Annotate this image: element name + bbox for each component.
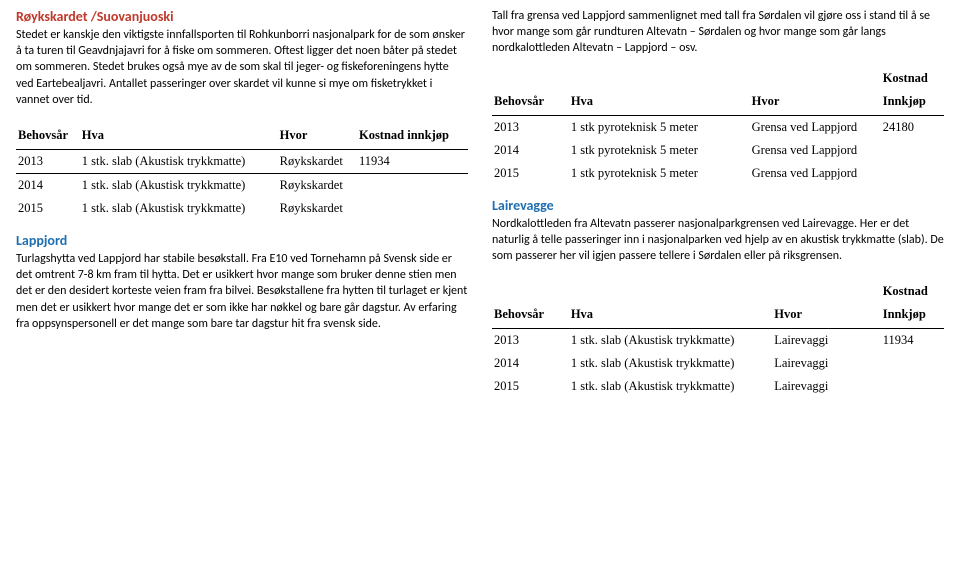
- cell: 2015: [16, 197, 80, 220]
- th-hvor: Hvor: [278, 124, 357, 150]
- table-lairevagge: Behovsår Hva Hvor Kostnad Innkjøp 2013 1…: [492, 280, 944, 398]
- para-lappjord-continued: Tall fra grensa ved Lappjord sammenligne…: [492, 8, 944, 57]
- para-lappjord: Turlagshytta ved Lappjord har stabile be…: [16, 251, 468, 332]
- cell: 1 stk pyroteknisk 5 meter: [569, 139, 750, 162]
- table-row: 2013 1 stk. slab (Akustisk trykkmatte) L…: [492, 329, 944, 353]
- cell: 2014: [492, 352, 569, 375]
- heading-lappjord: Lappjord: [16, 232, 468, 249]
- cell: 1 stk. slab (Akustisk trykkmatte): [569, 352, 772, 375]
- para-roykskardet: Stedet er kanskje den viktigste innfalls…: [16, 27, 468, 108]
- cell: 24180: [881, 115, 944, 139]
- th-hva: Hva: [569, 67, 750, 116]
- cell: Lairevaggi: [772, 329, 880, 353]
- table-lappjord: Behovsår Hva Hvor Kostnad Innkjøp 2013 1…: [492, 67, 944, 185]
- th-kostnad: Kostnad Innkjøp: [881, 280, 944, 329]
- th-kostnad-sub: Innkjøp: [883, 94, 942, 109]
- cell: [881, 352, 944, 375]
- cell: Lairevaggi: [772, 352, 880, 375]
- cell: [881, 375, 944, 398]
- para-lairevagge: Nordkalottleden fra Altevatn passerer na…: [492, 216, 944, 265]
- th-kostnad: Kostnad Innkjøp: [881, 67, 944, 116]
- heading-lairevagge: Lairevagge: [492, 197, 944, 214]
- cell: 2014: [492, 139, 569, 162]
- th-hva: Hva: [569, 280, 772, 329]
- cell: 1 stk pyroteknisk 5 meter: [569, 162, 750, 185]
- cell: [357, 173, 468, 197]
- cell: 2013: [492, 329, 569, 353]
- th-hvor: Hvor: [750, 67, 881, 116]
- table-header-row: Behovsår Hva Hvor Kostnad innkjøp: [16, 124, 468, 150]
- table-row: 2014 1 stk pyroteknisk 5 meter Grensa ve…: [492, 139, 944, 162]
- cell: 1 stk pyroteknisk 5 meter: [569, 115, 750, 139]
- th-kostnad-label: Kostnad: [883, 71, 928, 85]
- cell: Lairevaggi: [772, 375, 880, 398]
- cell: 2015: [492, 375, 569, 398]
- th-hvor: Hvor: [772, 280, 880, 329]
- cell: Røykskardet: [278, 173, 357, 197]
- th-kostnad-sub: Innkjøp: [883, 307, 942, 322]
- left-column: Røykskardet /Suovanjuoski Stedet er kans…: [16, 8, 468, 578]
- cell: 11934: [357, 149, 468, 173]
- table-row: 2015 1 stk. slab (Akustisk trykkmatte) R…: [16, 197, 468, 220]
- cell: 2013: [16, 149, 80, 173]
- table-header-row: Behovsår Hva Hvor Kostnad Innkjøp: [492, 280, 944, 329]
- th-kostnad: Kostnad innkjøp: [357, 124, 468, 150]
- th-behovsar: Behovsår: [16, 124, 80, 150]
- cell: Røykskardet: [278, 149, 357, 173]
- cell: 1 stk. slab (Akustisk trykkmatte): [80, 173, 278, 197]
- cell: [881, 162, 944, 185]
- th-behovsar: Behovsår: [492, 67, 569, 116]
- cell: Grensa ved Lappjord: [750, 162, 881, 185]
- cell: [881, 139, 944, 162]
- cell: 1 stk. slab (Akustisk trykkmatte): [569, 375, 772, 398]
- th-kostnad-label: Kostnad: [883, 284, 928, 298]
- table-roykskardet: Behovsår Hva Hvor Kostnad innkjøp 2013 1…: [16, 124, 468, 220]
- table-header-row: Behovsår Hva Hvor Kostnad Innkjøp: [492, 67, 944, 116]
- table-row: 2014 1 stk. slab (Akustisk trykkmatte) R…: [16, 173, 468, 197]
- cell: 1 stk. slab (Akustisk trykkmatte): [80, 149, 278, 173]
- cell: Grensa ved Lappjord: [750, 115, 881, 139]
- cell: Grensa ved Lappjord: [750, 139, 881, 162]
- table-row: 2014 1 stk. slab (Akustisk trykkmatte) L…: [492, 352, 944, 375]
- heading-roykskardet: Røykskardet /Suovanjuoski: [16, 8, 468, 25]
- cell: 1 stk. slab (Akustisk trykkmatte): [80, 197, 278, 220]
- cell: 2013: [492, 115, 569, 139]
- th-hva: Hva: [80, 124, 278, 150]
- table-row: 2013 1 stk. slab (Akustisk trykkmatte) R…: [16, 149, 468, 173]
- table-row: 2013 1 stk pyroteknisk 5 meter Grensa ve…: [492, 115, 944, 139]
- right-column: Tall fra grensa ved Lappjord sammenligne…: [492, 8, 944, 578]
- cell: 2014: [16, 173, 80, 197]
- cell: Røykskardet: [278, 197, 357, 220]
- cell: 1 stk. slab (Akustisk trykkmatte): [569, 329, 772, 353]
- th-behovsar: Behovsår: [492, 280, 569, 329]
- table-row: 2015 1 stk pyroteknisk 5 meter Grensa ve…: [492, 162, 944, 185]
- cell: 11934: [881, 329, 944, 353]
- cell: 2015: [492, 162, 569, 185]
- table-row: 2015 1 stk. slab (Akustisk trykkmatte) L…: [492, 375, 944, 398]
- cell: [357, 197, 468, 220]
